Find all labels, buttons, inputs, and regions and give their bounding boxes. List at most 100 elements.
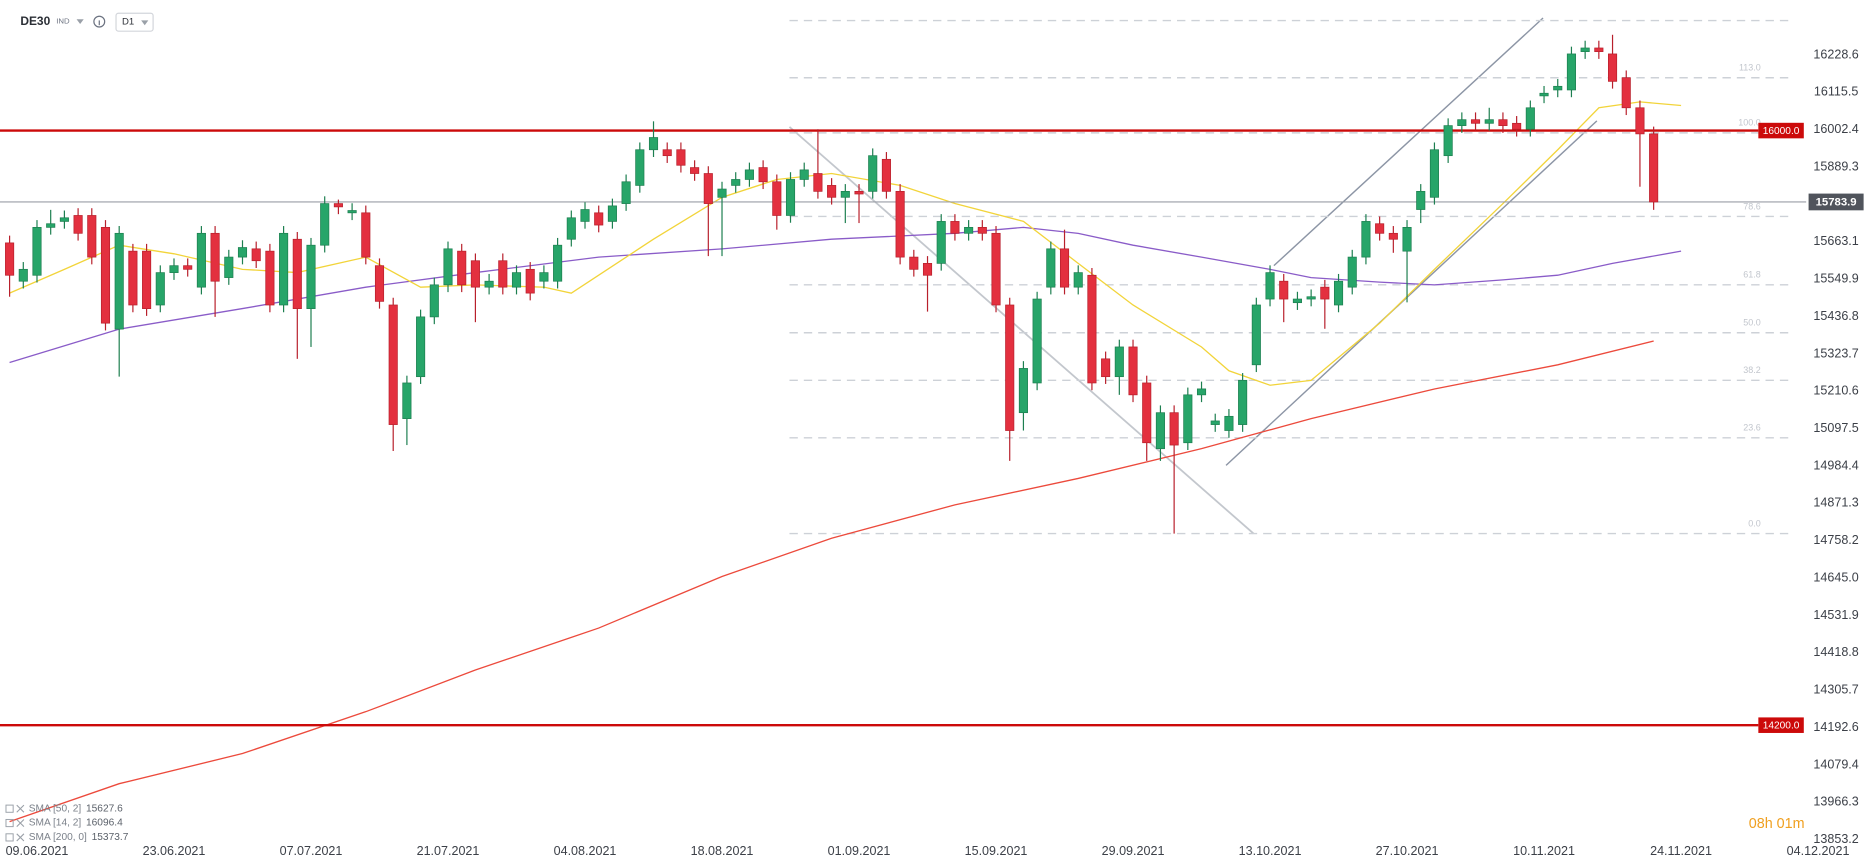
interval: D1 xyxy=(122,17,134,28)
candle-body xyxy=(1484,119,1494,124)
candle-body xyxy=(292,238,302,309)
candle-body xyxy=(1142,382,1152,444)
x-tick-label: 15.09.2021 xyxy=(965,844,1028,858)
candle-body xyxy=(703,173,713,204)
channel-line[interactable] xyxy=(1273,17,1544,267)
fib-label: 23.6 xyxy=(1743,423,1760,433)
candle-body xyxy=(758,167,768,183)
candle-body xyxy=(594,212,604,226)
candle-body xyxy=(18,268,28,282)
candle-body xyxy=(128,250,138,306)
legend-name: SMA [200, 0] xyxy=(29,832,87,843)
legend-value: 15627.6 xyxy=(86,803,123,814)
candle-body xyxy=(1279,280,1289,300)
candle-body xyxy=(388,304,398,425)
symbol-dropdown[interactable] xyxy=(76,19,84,25)
legend-remove[interactable] xyxy=(16,833,25,842)
candle-body xyxy=(1443,125,1453,157)
y-tick-label: 16115.5 xyxy=(1814,85,1858,99)
candle-body xyxy=(566,217,576,240)
candle-body xyxy=(1114,346,1124,378)
y-tick-label: 14305.7 xyxy=(1813,683,1858,697)
candle-body xyxy=(1005,304,1015,431)
drawings xyxy=(788,17,1598,535)
candle-body xyxy=(1635,107,1645,135)
legend-icon xyxy=(5,833,14,842)
candle-body xyxy=(429,284,439,318)
candle-body xyxy=(320,203,330,246)
candle-body xyxy=(991,232,1001,306)
info-icon[interactable] xyxy=(93,15,106,28)
legend-value: 15373.7 xyxy=(92,832,129,843)
fib-label: 113.0 xyxy=(1739,63,1761,73)
candle-body xyxy=(799,169,809,180)
candle-body xyxy=(100,227,111,324)
y-tick-label: 15097.5 xyxy=(1813,421,1858,435)
y-tick-label: 13853.2 xyxy=(1813,832,1858,846)
candle-body xyxy=(237,247,248,258)
candle-body xyxy=(511,272,522,288)
candle-body xyxy=(785,179,796,216)
y-tick-label: 14871.3 xyxy=(1813,496,1858,510)
instrument-type: IND xyxy=(56,17,70,26)
candle-body xyxy=(744,169,754,180)
fib-label: 78.6 xyxy=(1743,201,1760,211)
candle-body xyxy=(5,242,15,276)
candle-body xyxy=(717,188,727,198)
candle-body xyxy=(950,221,960,234)
y-tick-label: 14984.4 xyxy=(1813,458,1858,472)
sma-line xyxy=(9,340,1654,823)
x-tick-label: 04.12.2021 xyxy=(1787,844,1850,858)
fib-label: 50.0 xyxy=(1743,318,1760,328)
candle-body xyxy=(1128,346,1138,396)
candle-body xyxy=(1649,133,1659,203)
candle-body xyxy=(772,181,782,216)
fib-label: 100.0 xyxy=(1738,118,1760,128)
candle-body xyxy=(402,382,412,419)
channel-line[interactable] xyxy=(1225,120,1598,466)
candle-body xyxy=(1196,388,1207,396)
y-tick-label: 14192.6 xyxy=(1813,720,1858,734)
candle-body xyxy=(416,316,426,378)
x-tick-label: 04.08.2021 xyxy=(554,844,617,858)
legend-name: SMA [14, 2] xyxy=(29,818,82,829)
symbol[interactable]: DE30 xyxy=(20,14,50,28)
y-tick-label: 14079.4 xyxy=(1813,757,1858,771)
candle-body xyxy=(607,205,617,222)
candle-body xyxy=(1361,221,1371,258)
candle-body xyxy=(1265,272,1275,300)
current-price-tag xyxy=(1808,193,1864,211)
trend-line[interactable] xyxy=(788,126,1255,535)
legend-name: SMA [50, 2] xyxy=(29,803,82,814)
candle-body xyxy=(1621,77,1631,109)
candle-body xyxy=(333,203,343,208)
candle-body xyxy=(840,190,850,198)
candle-body xyxy=(813,173,823,192)
candle-body xyxy=(1580,47,1590,52)
candle-body xyxy=(484,280,494,288)
candle-body xyxy=(909,256,919,270)
legend-remove[interactable] xyxy=(16,804,25,813)
candle-body xyxy=(1416,190,1426,210)
candle-body xyxy=(977,227,987,234)
candle-body xyxy=(114,232,124,330)
candle-body xyxy=(1059,248,1070,288)
interval-select[interactable] xyxy=(115,12,154,32)
candle-body xyxy=(155,272,165,306)
price-level-tag xyxy=(1758,122,1804,139)
legend-remove[interactable] xyxy=(16,819,25,828)
candle-body xyxy=(1525,107,1535,130)
candle-body xyxy=(936,221,946,264)
y-tick-label: 15436.8 xyxy=(1813,309,1858,323)
candle-body xyxy=(1402,227,1412,252)
candle-body xyxy=(59,217,69,222)
candle-body xyxy=(87,215,97,258)
candle-body xyxy=(1320,286,1330,300)
candle-body xyxy=(1470,119,1481,124)
current-price-label: 15783.9 xyxy=(1816,197,1857,209)
candle-body xyxy=(1018,368,1028,414)
x-tick-label: 10.11.2021 xyxy=(1513,844,1575,858)
candle-body xyxy=(731,179,741,186)
y-tick-label: 15323.7 xyxy=(1813,346,1858,360)
